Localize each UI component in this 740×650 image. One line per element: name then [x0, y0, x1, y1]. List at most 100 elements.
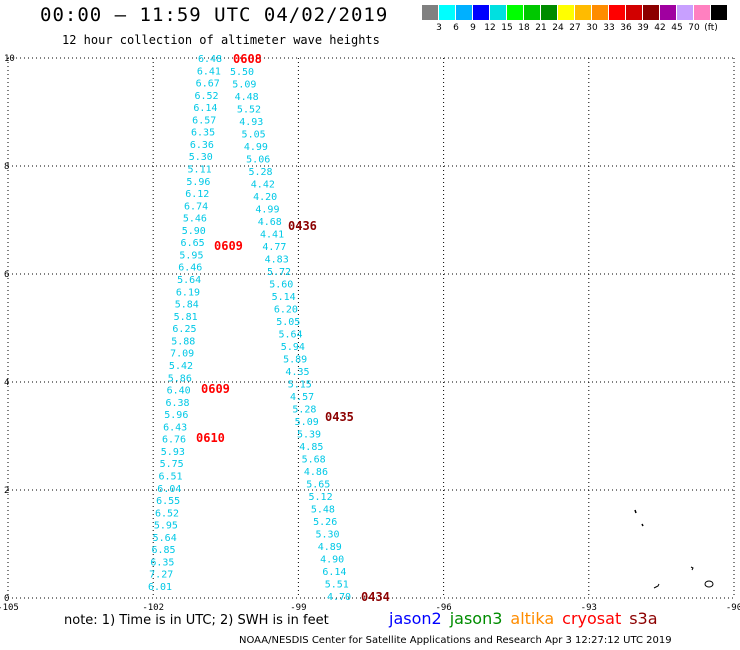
legend-label: 36 [620, 23, 632, 33]
legend-swatch [575, 5, 591, 20]
map-grid [7, 57, 735, 599]
lon-tick-label: -102 [142, 603, 164, 613]
lat-tick-label: 6 [4, 270, 9, 280]
swh-value: 5.94 [281, 342, 305, 353]
swh-value: 5.11 [188, 165, 212, 176]
legend-label: 15 [501, 23, 513, 33]
legend-label: 18 [518, 23, 530, 33]
swh-value: 4.42 [251, 180, 275, 191]
swh-value: 5.05 [242, 130, 266, 141]
swh-value: 4.57 [290, 392, 314, 403]
swh-value: 5.68 [302, 455, 326, 466]
swh-value: 6.67 [196, 79, 220, 90]
pass-time-label: 0609 [201, 382, 230, 396]
swh-value: 6.01 [148, 582, 172, 593]
legend-swatch [439, 5, 455, 20]
swh-value: 6.52 [195, 91, 219, 102]
legend-label: 24 [552, 23, 564, 33]
swh-value: 5.15 [288, 380, 312, 391]
satellite-label-s3a: s3a [629, 609, 658, 628]
swh-value: 5.72 [267, 267, 291, 278]
page-subtitle: 12 hour collection of altimeter wave hei… [62, 33, 380, 47]
legend-label: (ft) [704, 23, 718, 33]
pass-time-label: 0608 [233, 52, 262, 66]
pass-time-label: 0609 [214, 239, 243, 253]
swh-value: 5.64 [153, 533, 177, 544]
swh-value: 6.12 [185, 189, 209, 200]
swh-value: 6.74 [184, 201, 208, 212]
legend-swatch [524, 5, 540, 20]
swh-value: 6.40 [167, 386, 191, 397]
swh-value: 5.95 [179, 250, 203, 261]
satellite-label-altika: altika [510, 609, 555, 628]
legend-label: 6 [453, 23, 459, 33]
swh-value: 6.51 [158, 471, 182, 482]
swh-value: 6.85 [151, 545, 175, 556]
swh-value: 5.06 [246, 155, 270, 166]
island-shape [634, 509, 637, 514]
legend-swatch [609, 5, 625, 20]
swh-value: 6.35 [191, 128, 215, 139]
credit-line: NOAA/NESDIS Center for Satellite Applica… [239, 635, 672, 646]
legend-label: 3 [436, 23, 442, 33]
footer-note: note: 1) Time is in UTC; 2) SWH is in fe… [64, 613, 329, 628]
swh-value: 4.89 [318, 542, 342, 553]
swh-value: 6.65 [181, 238, 205, 249]
swh-value: 4.99 [255, 205, 279, 216]
legend-label: 45 [671, 23, 683, 33]
swh-value: 5.75 [160, 459, 184, 470]
swh-value: 4.20 [253, 192, 277, 203]
swh-value: 6.14 [193, 103, 217, 114]
swh-value: 4.90 [320, 555, 344, 566]
swh-value: 5.81 [174, 312, 198, 323]
lon-tick-label: -90 [726, 603, 740, 613]
swh-value: 4.83 [265, 255, 289, 266]
satellite-label-cryosat: cryosat [562, 609, 622, 628]
swh-value: 6.04 [157, 484, 181, 495]
swh-value: 5.39 [297, 430, 321, 441]
swh-value: 6.43 [163, 422, 187, 433]
swh-value: 5.65 [306, 480, 330, 491]
page-title: 00:00 – 11:59 UTC 04/02/2019 [40, 4, 389, 26]
legend-swatch [660, 5, 676, 20]
swh-value: 6.19 [176, 287, 200, 298]
swh-value: 5.26 [313, 517, 337, 528]
lon-tick-label: -105 [0, 603, 19, 613]
swh-value: 7.09 [170, 349, 194, 360]
swh-value: 5.86 [168, 373, 192, 384]
swh-value: 5.64 [279, 330, 303, 341]
island-shape [641, 523, 644, 527]
lat-tick-label: 8 [4, 162, 9, 172]
swh-value: 6.46 [178, 263, 202, 274]
legend-label: 42 [654, 23, 666, 33]
swh-value: 5.96 [164, 410, 188, 421]
pass-time-label: 0610 [196, 431, 225, 445]
pass-time-label: 0436 [288, 219, 317, 233]
swh-value: 4.35 [285, 367, 309, 378]
swh-value: 5.42 [169, 361, 193, 372]
swh-value: 5.28 [248, 167, 272, 178]
swh-value: 5.90 [182, 226, 206, 237]
swh-value: 4.68 [258, 217, 282, 228]
pass-time-label: 0434 [361, 590, 390, 604]
legend-swatch [507, 5, 523, 20]
swh-value: 6.57 [192, 115, 216, 126]
swh-value: 5.52 [237, 105, 261, 116]
legend-swatch [473, 5, 489, 20]
swh-value: 6.25 [172, 324, 196, 335]
legend-swatch [694, 5, 710, 20]
legend-swatch [490, 5, 506, 20]
swh-value: 5.96 [186, 177, 210, 188]
swh-value: 4.48 [235, 92, 259, 103]
swh-value: 5.95 [154, 521, 178, 532]
swh-value: 5.51 [325, 580, 349, 591]
legend-swatch [422, 5, 438, 20]
swh-value: 7.27 [149, 570, 173, 581]
swh-value: 6.14 [322, 567, 346, 578]
swh-value: 5.28 [292, 405, 316, 416]
legend-swatch [643, 5, 659, 20]
swh-value: 5.09 [232, 80, 256, 91]
legend-swatch [592, 5, 608, 20]
swh-value: 4.93 [239, 117, 263, 128]
